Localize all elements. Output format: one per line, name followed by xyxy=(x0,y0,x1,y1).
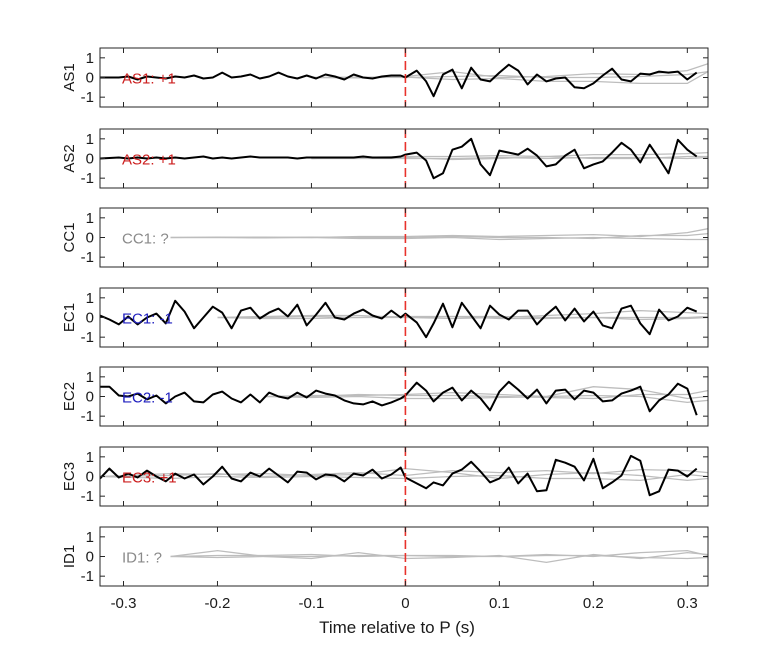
background-trace-3 xyxy=(311,155,708,161)
background-trace-3 xyxy=(264,389,708,400)
x-tick-label: -0.2 xyxy=(205,595,231,612)
panel-as1: -1 0 1 AS1 AS1: +1 xyxy=(61,47,709,108)
polarity-annotation: EC2: -1 xyxy=(122,390,173,407)
y-tick-label: 1 xyxy=(86,529,94,546)
station-label: EC2 xyxy=(61,382,78,411)
x-axis: -0.3 -0.2 -0.1 0 0.1 0.2 0.3 xyxy=(111,595,698,612)
panel-ec1: -1 0 1 EC1 EC1: -1 xyxy=(61,287,709,348)
y-tick-label: 0 xyxy=(86,151,94,168)
y-tick-label: 1 xyxy=(86,131,94,148)
y-tick-label: 0 xyxy=(86,230,94,247)
y-tick-label: 0 xyxy=(86,389,94,406)
y-tick-label: -1 xyxy=(81,488,94,505)
polarity-annotation: AS2: +1 xyxy=(122,152,176,169)
x-tick-label: -0.1 xyxy=(299,595,325,612)
panel-ec2: -1 0 1 EC2 EC2: -1 xyxy=(61,366,709,427)
polarity-annotation: EC1: -1 xyxy=(122,311,173,328)
x-tick-label: 0.2 xyxy=(583,595,604,612)
y-tick-label: 0 xyxy=(86,469,94,486)
panel-cc1: -1 0 1 CC1 CC1: ? xyxy=(61,207,709,268)
panel-ec3: -1 0 1 EC3 EC3: +1 xyxy=(61,446,709,507)
y-tick-label: -1 xyxy=(81,249,94,266)
waveform-trace xyxy=(100,63,698,98)
panel-id1: -1 0 1 ID1 ID1: ? xyxy=(61,526,709,587)
y-tick-label: -1 xyxy=(81,329,94,346)
station-label: AS2 xyxy=(61,144,78,172)
x-tick-label: 0.3 xyxy=(677,595,698,612)
waveform-trace xyxy=(100,137,698,180)
background-trace-3 xyxy=(170,549,708,559)
y-tick-label: 0 xyxy=(86,310,94,327)
x-tick-label: 0 xyxy=(401,595,409,612)
background-trace-2 xyxy=(100,473,708,482)
station-label: CC1 xyxy=(61,222,78,252)
panel-as2: -1 0 1 AS2 AS2: +1 xyxy=(61,128,709,189)
y-tick-label: -1 xyxy=(81,408,94,425)
polarity-annotation: ID1: ? xyxy=(122,550,162,567)
waveform-trace xyxy=(100,380,698,416)
background-trace-3 xyxy=(170,232,708,240)
x-tick-label: -0.3 xyxy=(111,595,137,612)
station-label: AS1 xyxy=(61,63,78,91)
station-label: ID1 xyxy=(61,545,78,568)
background-trace-2 xyxy=(170,553,708,560)
waveform-trace xyxy=(100,299,698,339)
polarity-annotation: CC1: ? xyxy=(122,231,169,248)
y-tick-label: 1 xyxy=(86,50,94,67)
x-tick-label: 0.1 xyxy=(489,595,510,612)
background-trace-2 xyxy=(264,394,708,404)
station-label: EC1 xyxy=(61,303,78,332)
y-tick-label: -1 xyxy=(81,170,94,187)
station-label: EC3 xyxy=(61,462,78,491)
y-tick-label: 0 xyxy=(86,549,94,566)
background-trace-3 xyxy=(100,468,708,478)
x-axis-label: Time relative to P (s) xyxy=(319,618,475,637)
polarity-annotation: EC3: +1 xyxy=(122,470,177,487)
y-tick-label: 1 xyxy=(86,449,94,466)
y-tick-label: 0 xyxy=(86,70,94,87)
waveform-trace xyxy=(100,454,698,497)
y-tick-label: -1 xyxy=(81,568,94,585)
y-tick-label: 1 xyxy=(86,369,94,386)
y-tick-label: -1 xyxy=(81,89,94,106)
y-tick-label: 1 xyxy=(86,210,94,227)
polarity-annotation: AS1: +1 xyxy=(122,71,176,88)
y-tick-label: 1 xyxy=(86,290,94,307)
